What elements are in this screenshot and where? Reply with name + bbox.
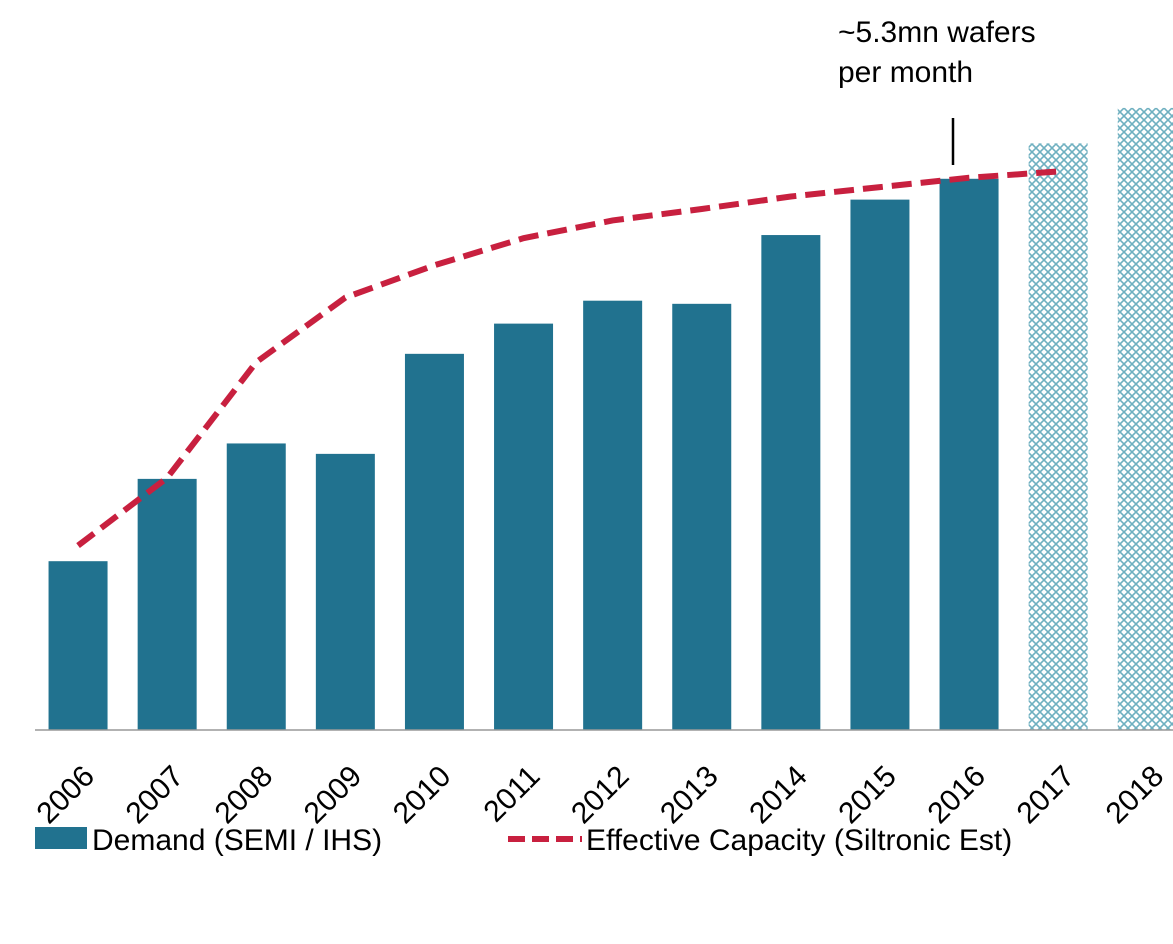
bar [315,453,375,730]
x-tick-label: 2006 [30,760,101,831]
x-tick-label: 2015 [832,760,903,831]
x-tick-label: 2013 [654,760,725,831]
x-tick-label: 2018 [1100,760,1171,831]
bar [1028,143,1088,730]
x-tick-label: 2014 [743,760,814,831]
bar [761,235,821,731]
capacity-line [76,168,1059,548]
bar [137,478,197,730]
annotation: per month [838,56,973,89]
x-tick-label: 2011 [478,760,547,829]
bar [494,323,554,730]
bar [404,353,464,730]
x-tick-label: 2008 [209,760,280,831]
bar [583,300,643,730]
legend-swatch [35,827,87,849]
x-tick-label: 2017 [1011,760,1082,831]
x-tick-label: 2010 [387,760,458,831]
bar [48,561,108,730]
bar [672,303,732,730]
x-tick-label: 2012 [565,760,636,831]
bar [850,199,910,730]
x-tick-label: 2009 [298,760,369,831]
x-tick-label: 2007 [120,760,191,831]
annotation: ~5.3mn wafers [838,16,1036,49]
bar [939,178,999,731]
bar [226,443,286,730]
bar [1117,107,1173,730]
x-tick-label: 2016 [921,760,992,831]
legend-label: Demand (SEMI / IHS) [92,824,382,857]
legend-label: Effective Capacity (Siltronic Est) [586,824,1012,857]
